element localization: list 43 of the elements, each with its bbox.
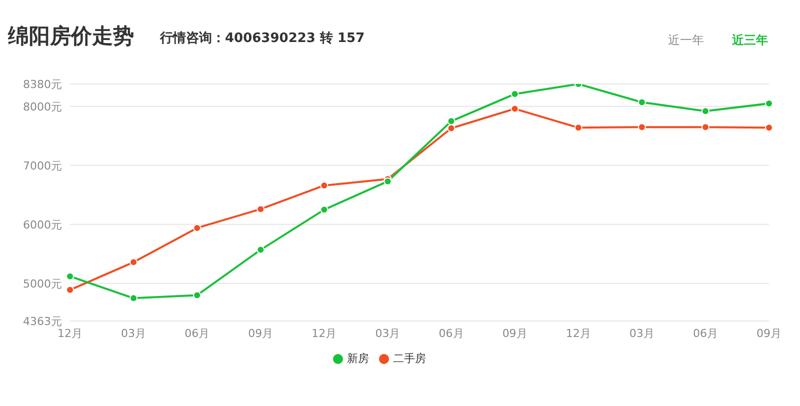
x-tick-label: 03月 bbox=[629, 326, 654, 340]
point bbox=[320, 206, 328, 214]
point bbox=[701, 107, 710, 116]
point bbox=[66, 272, 74, 280]
point bbox=[447, 117, 456, 126]
x-tick-label: 03月 bbox=[121, 326, 146, 340]
point bbox=[130, 294, 138, 302]
y-tick-label: 6000元 bbox=[23, 218, 62, 232]
point bbox=[130, 258, 138, 266]
x-tick-label: 06月 bbox=[692, 326, 718, 340]
x-tick-label: 12月 bbox=[58, 326, 82, 340]
point bbox=[256, 205, 265, 214]
x-tick-label: 09月 bbox=[756, 326, 782, 340]
chart-title: 绵阳房价走势 bbox=[8, 23, 134, 50]
point bbox=[765, 124, 773, 132]
y-tick-label: 8000元 bbox=[23, 100, 62, 114]
point bbox=[193, 291, 202, 300]
y-tick-label: 8380元 bbox=[23, 78, 62, 91]
point bbox=[701, 123, 710, 132]
x-tick-label: 12月 bbox=[312, 326, 337, 340]
point bbox=[638, 98, 646, 106]
x-tick-label: 12月 bbox=[566, 326, 591, 340]
x-tick-label: 09月 bbox=[502, 326, 528, 340]
x-tick-label: 06月 bbox=[438, 326, 464, 340]
point bbox=[66, 286, 74, 294]
point bbox=[638, 123, 646, 132]
x-tick-label: 09月 bbox=[248, 326, 274, 340]
y-tick-label: 4363元 bbox=[23, 314, 62, 328]
text: 近三年 bbox=[732, 32, 768, 49]
legend-label: 新房 bbox=[347, 352, 369, 365]
point bbox=[574, 124, 582, 132]
point bbox=[447, 124, 456, 132]
x-tick-label: 06月 bbox=[184, 326, 210, 340]
point bbox=[384, 177, 392, 186]
legend-label: 二手房 bbox=[393, 352, 426, 365]
point bbox=[193, 224, 202, 232]
y-tick-label: 5000元 bbox=[23, 277, 62, 290]
point bbox=[510, 104, 519, 113]
y-tick-label: 7000元 bbox=[23, 159, 62, 172]
point bbox=[256, 246, 265, 254]
text: 近一年 bbox=[668, 32, 704, 49]
chart-subtitle: 行情咨询：4006390223 转 157 bbox=[160, 30, 365, 47]
x-tick-label: 03月 bbox=[375, 326, 400, 340]
